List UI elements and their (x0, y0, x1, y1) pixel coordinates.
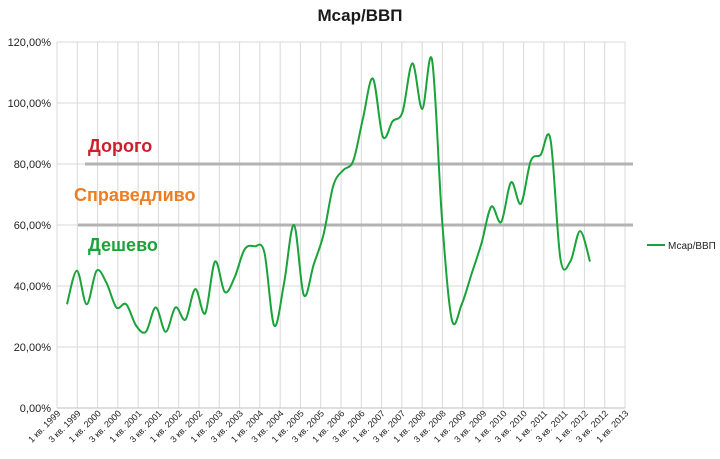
series-lines (66, 56, 591, 334)
chart-title: Мсар/ВВП (318, 6, 403, 25)
y-axis-ticks: 0,00% 20,00% 40,00% 60,00% 80,00% 100,00% 120,… (8, 37, 52, 415)
y-tick-label: 100,00% (8, 98, 52, 110)
y-tick-label: 20,00% (14, 342, 52, 354)
y-tick-label: 0,00% (20, 403, 51, 415)
y-tick-label: 60,00% (14, 220, 52, 232)
series-line (66, 56, 591, 334)
reference-lines (78, 162, 633, 227)
zone-label: Дорого (88, 136, 152, 156)
zone-labels: Дорого Справедливо Дешево (74, 136, 195, 255)
zone-label: Справедливо (74, 185, 195, 205)
legend: Мсар/ВВП (647, 241, 716, 252)
y-tick-label: 40,00% (14, 281, 52, 293)
zone-label: Дешево (88, 235, 158, 255)
y-tick-label: 80,00% (14, 159, 52, 171)
y-tick-label: 120,00% (8, 37, 52, 49)
legend-label: Мсар/ВВП (668, 241, 716, 252)
